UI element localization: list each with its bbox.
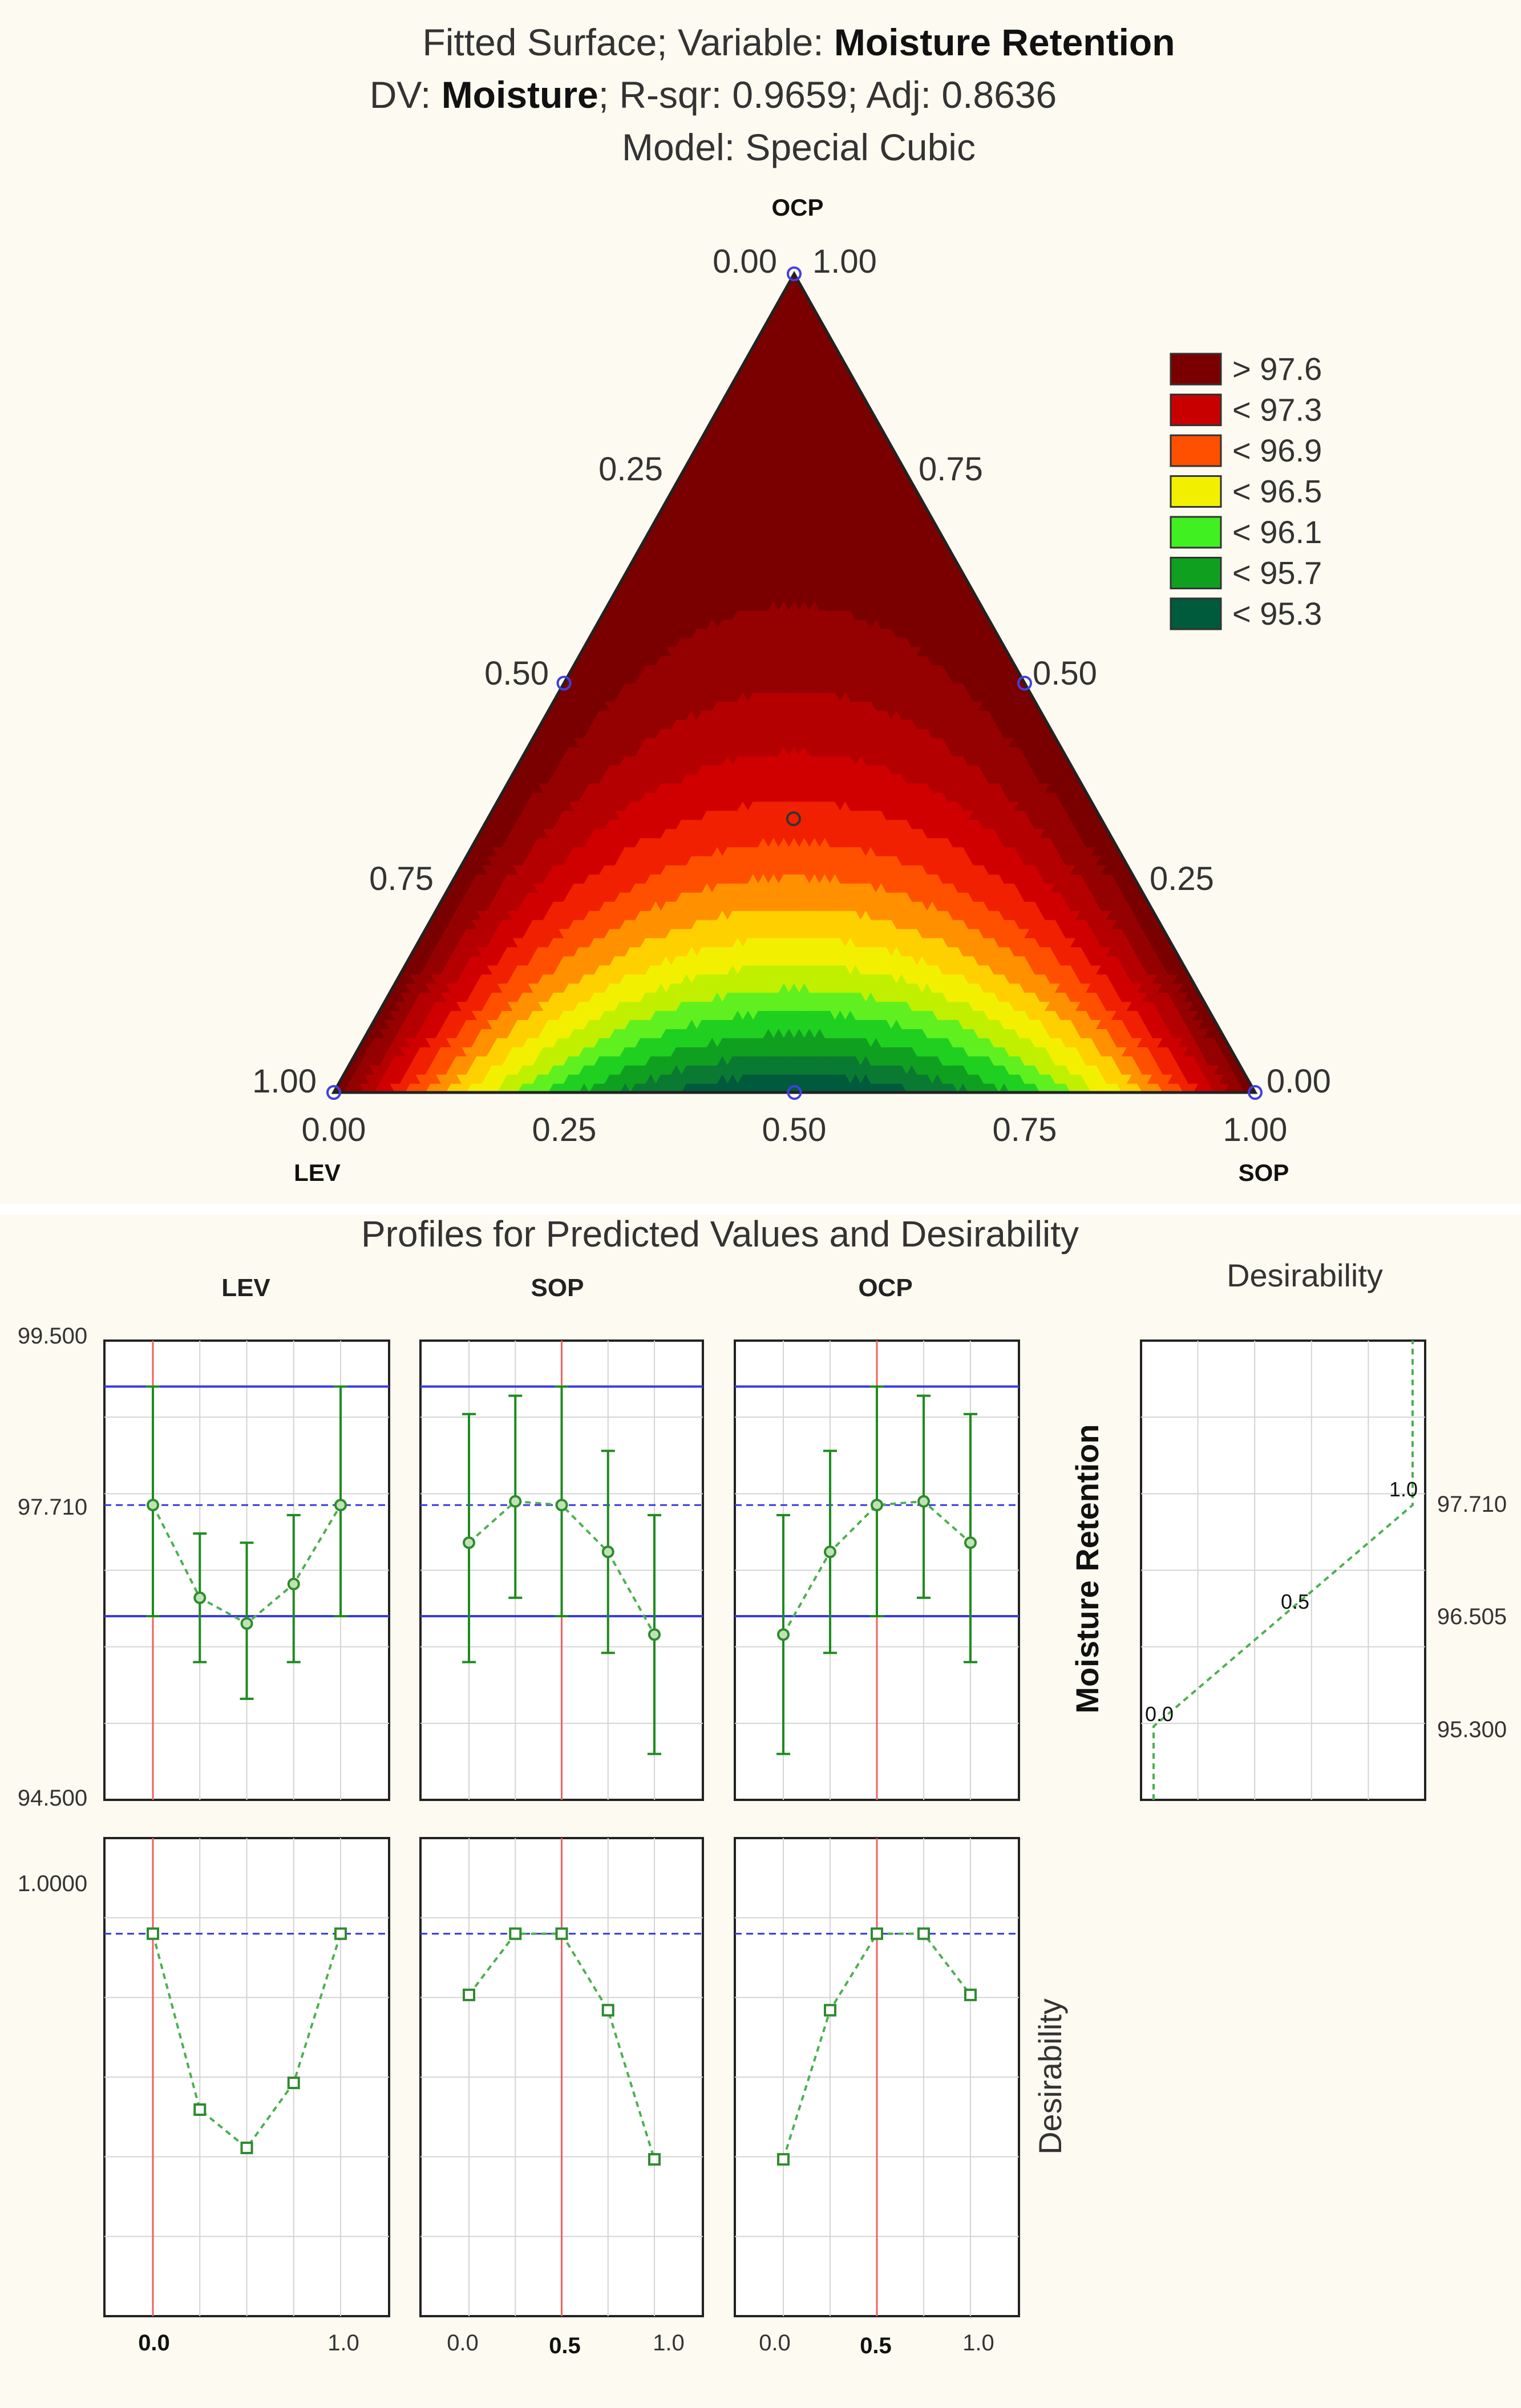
ternary-chart: OCP LEV SOP 0.00 1.00 0.25 0.50 0.75 1.0…	[252, 194, 1331, 1186]
ternary-title-line1: Fitted Surface; Variable: Moisture Reten…	[422, 21, 1175, 63]
ternary-surface	[334, 274, 1255, 1092]
ternary-title-line2: DV: Moisture; R-sqr: 0.9659; Adj: 0.8636	[369, 74, 1057, 116]
ternary-panel: Fitted Surface; Variable: Moisture Reten…	[0, 0, 1521, 1204]
ternary-title-line3: Model: Special Cubic	[622, 126, 976, 168]
